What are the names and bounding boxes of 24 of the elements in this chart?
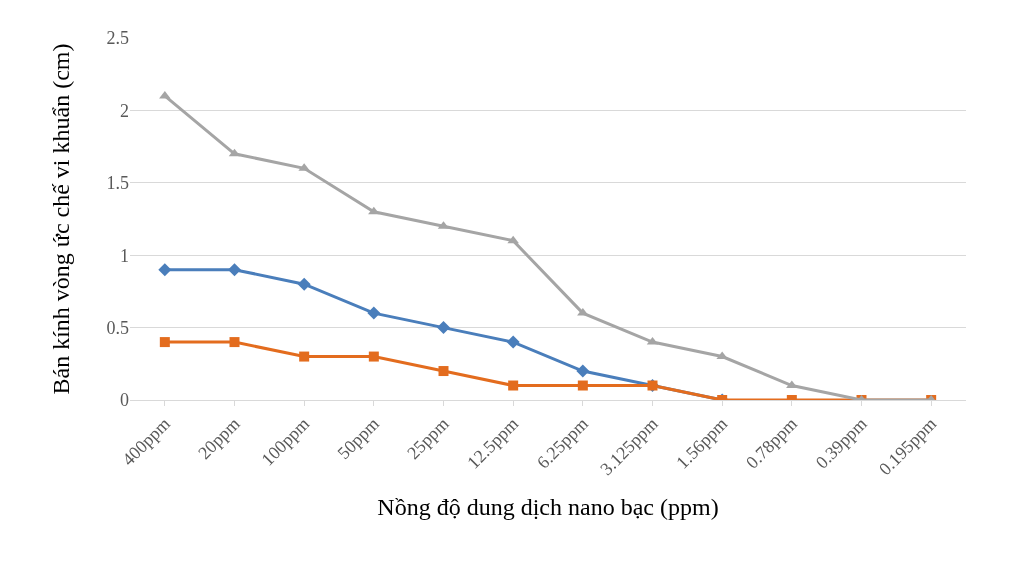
point bbox=[229, 337, 240, 348]
point bbox=[576, 364, 590, 378]
y-tick-label: 0.5 bbox=[106, 317, 129, 338]
y-tick-label: 0 bbox=[120, 390, 129, 411]
y-axis-title: Bán kính vòng ức chế vi khuẩn (cm) bbox=[47, 43, 74, 395]
point bbox=[367, 306, 381, 320]
point bbox=[297, 277, 311, 291]
point bbox=[368, 206, 380, 215]
y-tick-label: 1 bbox=[120, 245, 129, 266]
y-tick-label: 1.5 bbox=[106, 173, 129, 194]
point bbox=[299, 351, 310, 362]
point bbox=[158, 263, 172, 277]
x-axis-title: Nồng độ dung dịch nano bạc (ppm) bbox=[377, 494, 719, 521]
y-tick-label: 2.5 bbox=[106, 28, 129, 49]
point bbox=[506, 335, 520, 349]
point bbox=[508, 380, 519, 391]
point bbox=[368, 351, 379, 362]
point bbox=[437, 321, 450, 335]
y-tick-label: 2 bbox=[120, 100, 129, 121]
point bbox=[228, 263, 241, 277]
point bbox=[438, 366, 449, 377]
point bbox=[507, 235, 519, 244]
point bbox=[159, 337, 170, 348]
point bbox=[577, 380, 588, 391]
